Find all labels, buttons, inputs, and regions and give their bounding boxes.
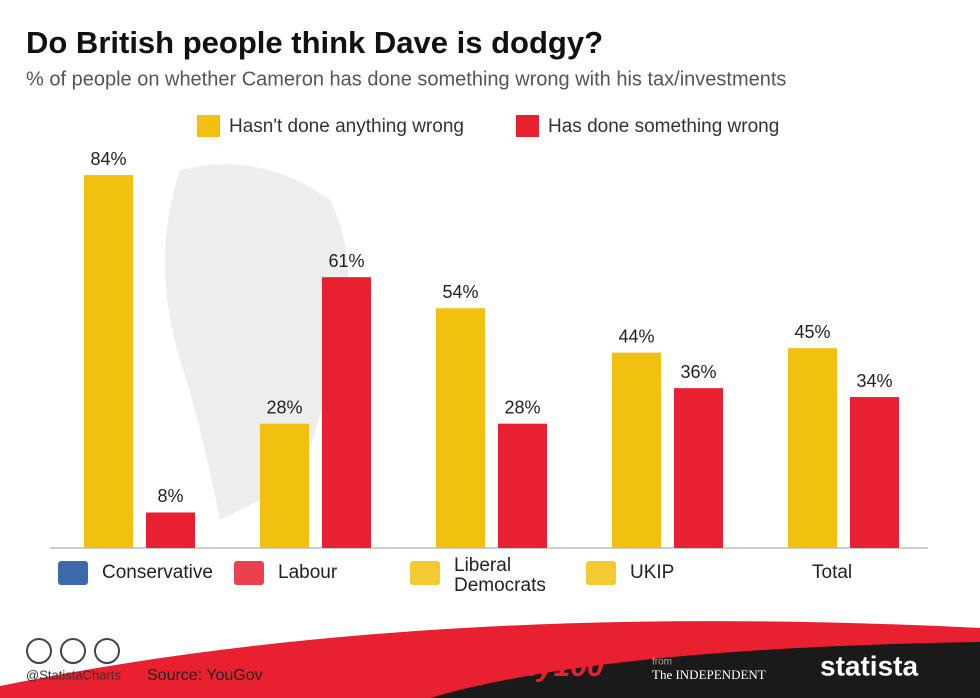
- category-label: Conservative: [102, 562, 213, 583]
- data-label: 28%: [504, 397, 540, 417]
- bar: [788, 348, 837, 548]
- data-label: 44%: [618, 326, 654, 346]
- party-logo: [234, 561, 264, 585]
- background-silhouette: [165, 164, 348, 521]
- brand-from: from: [652, 657, 672, 668]
- category-label: Labour: [278, 562, 338, 583]
- bar: [322, 277, 371, 548]
- legend-swatch: [197, 115, 220, 137]
- legend-swatch: [516, 115, 539, 137]
- bar: [84, 175, 133, 549]
- bar: [674, 388, 723, 548]
- data-label: 61%: [328, 251, 364, 271]
- chart-subtitle: % of people on whether Cameron has done …: [26, 68, 786, 90]
- bar: [436, 308, 485, 548]
- bar: [146, 512, 195, 548]
- category-label: UKIP: [630, 562, 675, 583]
- bar: [498, 423, 547, 548]
- bar: [260, 423, 309, 548]
- party-logo: [58, 561, 88, 585]
- data-label: 36%: [680, 362, 716, 382]
- brand-statista: statista: [820, 650, 918, 681]
- data-label: 54%: [442, 282, 478, 302]
- party-logo: [410, 561, 440, 585]
- footer-source: Source: YouGov: [147, 667, 263, 684]
- cc-icons: [26, 638, 120, 664]
- data-label: 45%: [794, 322, 830, 342]
- data-label: 34%: [856, 371, 892, 391]
- category-label: Total: [812, 562, 853, 583]
- bar: [850, 397, 899, 548]
- data-label: 8%: [157, 486, 183, 506]
- legend-label: Has done something wrong: [548, 116, 779, 137]
- party-logo: [586, 561, 616, 585]
- data-label: 28%: [266, 397, 302, 417]
- footer-band: [430, 642, 980, 698]
- bar: [612, 352, 661, 548]
- data-label: 84%: [90, 149, 126, 169]
- legend-label: Hasn't done anything wrong: [229, 116, 464, 137]
- brand-indy100: indy100: [492, 650, 604, 683]
- brand-independent: The INDEPENDENT: [652, 667, 766, 682]
- chart-title: Do British people think Dave is dodgy?: [26, 25, 603, 60]
- category-label: Liberal Democrats: [454, 555, 546, 596]
- footer-handle: @StatistaCharts: [26, 667, 121, 682]
